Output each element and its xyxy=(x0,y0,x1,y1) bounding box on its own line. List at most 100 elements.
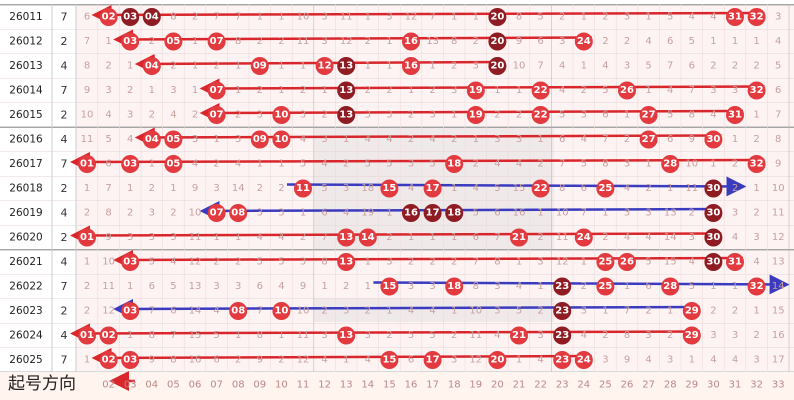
omission: 9 xyxy=(516,36,522,47)
omission: 6 xyxy=(775,85,781,96)
omission: 4 xyxy=(516,281,522,292)
ball xyxy=(639,106,658,124)
ball-number: 23 xyxy=(555,355,569,366)
omission: 1 xyxy=(408,232,414,243)
ball xyxy=(445,155,464,173)
issue-number: 26012 xyxy=(9,36,42,48)
omission: 3 xyxy=(710,85,716,96)
ball xyxy=(207,106,226,124)
omission: 4 xyxy=(213,306,219,317)
ball-number: 32 xyxy=(750,85,764,96)
omission: 4 xyxy=(732,355,738,366)
count: 4 xyxy=(61,60,68,73)
direction-arrow xyxy=(286,176,747,197)
count: 4 xyxy=(61,329,68,342)
ball-number: 13 xyxy=(339,330,353,341)
omission: 16 xyxy=(189,355,202,366)
ball-number: 03 xyxy=(123,355,137,366)
omission: 4 xyxy=(170,257,176,268)
omission: 8 xyxy=(170,355,176,366)
column-label: 07 xyxy=(210,380,223,391)
ball xyxy=(682,326,701,345)
omission: 1 xyxy=(753,183,759,194)
omission: 2 xyxy=(343,281,349,292)
omission: 14 xyxy=(664,232,677,243)
ball-number: 07 xyxy=(210,36,224,47)
column-label: 14 xyxy=(361,380,374,391)
omission: 1 xyxy=(192,85,198,96)
ball xyxy=(207,204,226,222)
omission: 7 xyxy=(429,12,435,23)
column-label: 04 xyxy=(145,380,158,391)
omission: 1 xyxy=(516,355,522,366)
ball xyxy=(402,204,420,222)
omission: 2 xyxy=(689,208,695,219)
omission: 4 xyxy=(624,232,630,243)
omission: 2 xyxy=(321,306,327,317)
omission: 7 xyxy=(602,134,608,145)
omission: 3 xyxy=(278,208,284,219)
ball xyxy=(402,32,420,51)
column-label: 06 xyxy=(189,380,202,391)
omission: 2 xyxy=(451,330,457,341)
ball xyxy=(531,106,550,124)
ball xyxy=(747,155,766,173)
column-label: 23 xyxy=(556,380,569,391)
omission: 1 xyxy=(451,183,457,194)
ball xyxy=(488,8,507,26)
omission: 2 xyxy=(278,36,284,47)
direction-arrow xyxy=(70,225,722,246)
ball-number: 03 xyxy=(123,306,137,317)
ball-number: 27 xyxy=(642,134,656,145)
omission: 9 xyxy=(192,183,198,194)
omission: 4 xyxy=(710,12,716,23)
omission: 1 xyxy=(213,232,219,243)
omission: 4 xyxy=(386,134,392,145)
column-label: 12 xyxy=(318,380,331,391)
omission: 1 xyxy=(343,355,349,366)
omission: 4 xyxy=(753,257,759,268)
direction-label: 起号方向 xyxy=(8,374,76,394)
omission: 9 xyxy=(624,355,630,366)
omission: 4 xyxy=(494,330,500,341)
ball-number: 21 xyxy=(512,330,526,341)
omission: 5 xyxy=(667,12,673,23)
omission: 2 xyxy=(235,110,241,121)
omission: 14 xyxy=(772,281,785,292)
ball xyxy=(121,351,140,369)
omission: 8 xyxy=(451,36,457,47)
omission: 1 xyxy=(537,134,543,145)
omission: 3 xyxy=(257,208,263,219)
ball-number: 20 xyxy=(490,36,504,47)
omission: 6 xyxy=(667,134,673,145)
omission: 1 xyxy=(127,61,133,72)
omission: 1 xyxy=(451,12,457,23)
omission: 3 xyxy=(494,306,500,317)
omission: 3 xyxy=(408,281,414,292)
omission: 2 xyxy=(429,85,435,96)
omission: 3 xyxy=(624,61,630,72)
omission: 5 xyxy=(321,183,327,194)
ball xyxy=(596,253,615,271)
omission: 5 xyxy=(581,159,587,170)
omission: 5 xyxy=(473,208,479,219)
ball-number: 24 xyxy=(577,36,591,47)
omission: 6 xyxy=(257,281,263,292)
column-label: 26 xyxy=(621,380,634,391)
omission: 2 xyxy=(192,12,198,23)
omission: 9 xyxy=(257,355,263,366)
omission: 2 xyxy=(753,61,759,72)
omission: 4 xyxy=(429,306,435,317)
omission: 10 xyxy=(81,110,94,121)
ball xyxy=(121,155,140,173)
omission: 4 xyxy=(127,134,133,145)
omission: 2 xyxy=(710,306,716,317)
ball xyxy=(618,81,636,100)
omission: 6 xyxy=(170,306,176,317)
omission: 3 xyxy=(257,110,263,121)
omission: 8 xyxy=(235,36,241,47)
omission: 5 xyxy=(689,281,695,292)
omission: 12 xyxy=(556,257,569,268)
omission: 1 xyxy=(386,208,392,219)
omission: 6 xyxy=(559,134,565,145)
